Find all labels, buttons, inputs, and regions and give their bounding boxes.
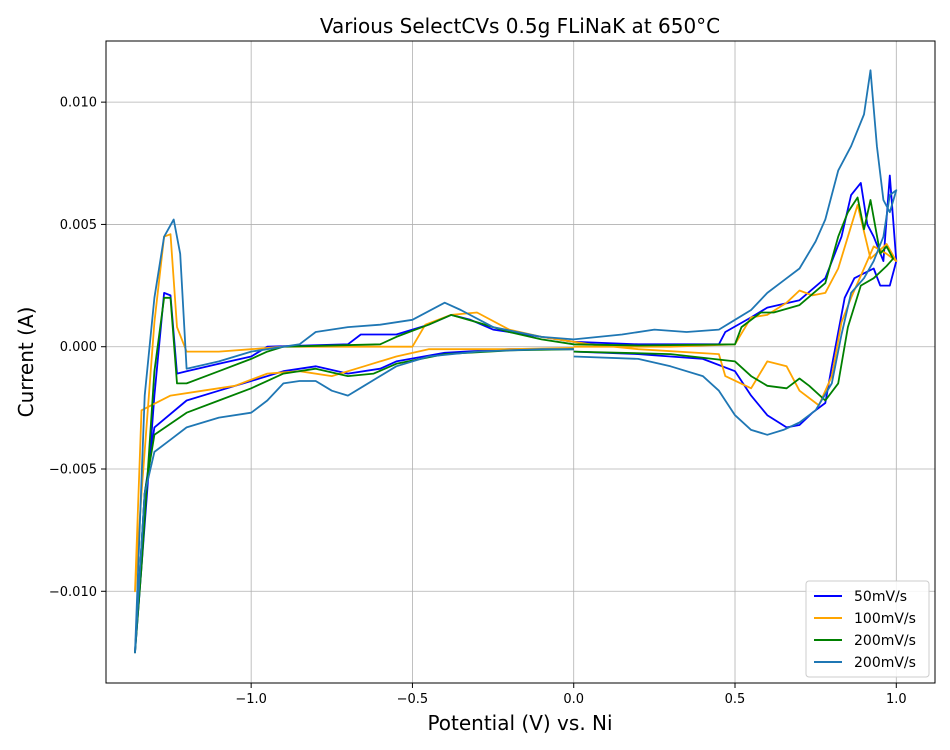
x-tick-label: −1.0 [235,692,267,707]
y-tick-label: 0.010 [60,96,97,111]
x-tick-label: 1.0 [886,692,907,707]
axes-frame [105,40,936,684]
legend-entry: 100mV/s [854,611,916,627]
legend-entry: 200mV/s [854,633,916,649]
legend-entry: 50mV/s [854,589,907,605]
series-group [134,69,898,654]
x-axis-label: Potential (V) vs. Ni [427,711,612,735]
legend: 50mV/s 100mV/s 200mV/s 200mV/s [805,580,930,678]
series-line-1 [134,174,898,654]
plot-area [134,69,898,654]
y-tick-label: 0.005 [60,218,97,233]
y-tick-label: 0.000 [60,340,97,355]
y-tick-label: −0.005 [49,463,97,478]
x-axis: −1.0 −0.5 0.0 0.5 1.0 [235,683,907,707]
x-tick-label: −0.5 [397,692,429,707]
legend-entry: 200mV/s [854,655,916,671]
series-line-3 [134,196,894,654]
y-axis-label: Current (A) [14,307,38,418]
x-tick-label: 0.0 [563,692,584,707]
x-tick-label: 0.5 [725,692,746,707]
y-tick-label: −0.010 [49,585,97,600]
chart-title: Various SelectCVs 0.5g FLiNaK at 650°C [320,14,720,38]
y-axis: −0.010 −0.005 0.000 0.005 0.010 [49,96,106,600]
legend-box [805,580,930,678]
series-line-4 [134,69,898,654]
